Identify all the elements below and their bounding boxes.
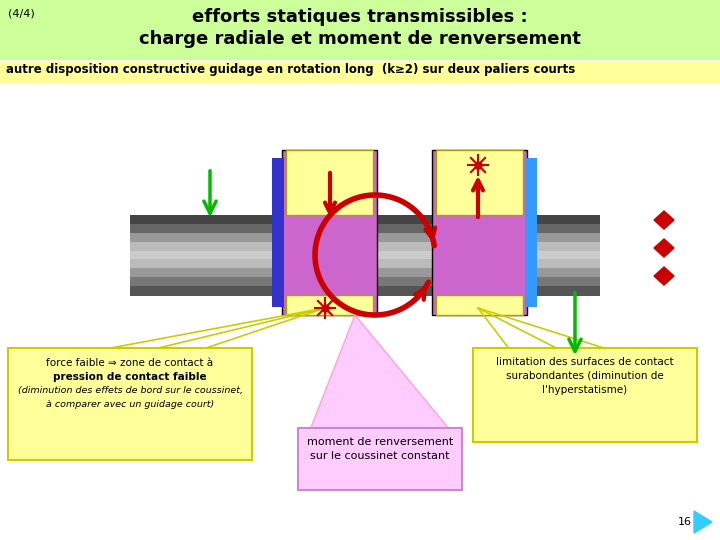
Bar [272,158,284,307]
Bar [130,224,600,233]
Text: efforts statiques transmissibles :: efforts statiques transmissibles : [192,8,528,26]
Polygon shape [310,315,450,430]
Text: limitation des surfaces de contact: limitation des surfaces de contact [496,357,674,367]
Bar [130,268,600,278]
Bar [130,277,600,287]
Bar [436,295,523,315]
Bar [130,259,600,269]
FancyBboxPatch shape [473,348,697,442]
Bar [286,150,373,215]
FancyBboxPatch shape [298,428,462,490]
Bar [525,158,537,307]
Bar [0,0,720,60]
Bar [130,286,600,295]
Polygon shape [654,239,674,257]
Bar [130,242,600,251]
Text: l'hyperstatisme): l'hyperstatisme) [542,385,628,395]
Bar [432,150,527,315]
Polygon shape [654,267,674,285]
Bar [436,150,523,215]
Text: charge radiale et moment de renversement: charge radiale et moment de renversement [139,30,581,48]
Text: moment de renversement: moment de renversement [307,437,453,447]
Text: autre disposition constructive guidage en rotation long  (k≥2) sur deux paliers : autre disposition constructive guidage e… [6,63,575,76]
Text: pression de contact faible: pression de contact faible [53,372,207,382]
Text: (4/4): (4/4) [8,8,35,18]
Bar [282,150,377,315]
Polygon shape [694,511,712,533]
Text: à comparer avec un guidage court): à comparer avec un guidage court) [46,400,214,409]
Bar [0,62,720,84]
Text: force faible ⇒ zone de contact à: force faible ⇒ zone de contact à [46,358,214,368]
Text: sur le coussinet constant: sur le coussinet constant [310,451,450,461]
FancyBboxPatch shape [8,348,252,460]
Text: 16: 16 [678,517,692,527]
Text: (diminution des effets de bord sur le coussinet,: (diminution des effets de bord sur le co… [17,386,243,395]
Bar [130,233,600,242]
Polygon shape [654,211,674,229]
Text: surabondantes (diminution de: surabondantes (diminution de [506,371,664,381]
Bar [130,215,600,225]
Bar [286,295,373,315]
Bar [130,251,600,260]
